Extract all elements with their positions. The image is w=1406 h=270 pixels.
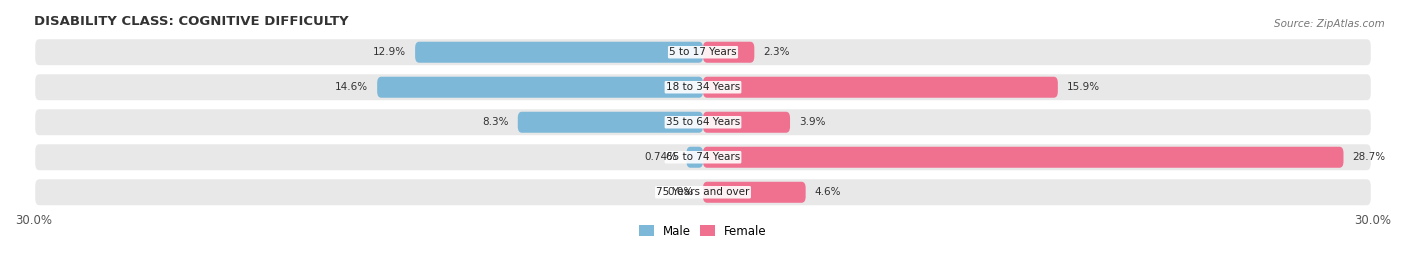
Text: 3.9%: 3.9% bbox=[799, 117, 825, 127]
Text: 8.3%: 8.3% bbox=[482, 117, 509, 127]
Text: 35 to 64 Years: 35 to 64 Years bbox=[666, 117, 740, 127]
FancyBboxPatch shape bbox=[703, 182, 806, 203]
FancyBboxPatch shape bbox=[34, 38, 1372, 67]
FancyBboxPatch shape bbox=[703, 77, 1057, 98]
Text: 4.6%: 4.6% bbox=[814, 187, 841, 197]
FancyBboxPatch shape bbox=[34, 107, 1372, 137]
FancyBboxPatch shape bbox=[377, 77, 703, 98]
FancyBboxPatch shape bbox=[34, 178, 1372, 207]
Text: DISABILITY CLASS: COGNITIVE DIFFICULTY: DISABILITY CLASS: COGNITIVE DIFFICULTY bbox=[34, 15, 349, 28]
Legend: Male, Female: Male, Female bbox=[634, 220, 772, 242]
Text: 75 Years and over: 75 Years and over bbox=[657, 187, 749, 197]
Text: 14.6%: 14.6% bbox=[335, 82, 368, 92]
Text: 2.3%: 2.3% bbox=[763, 47, 790, 57]
Text: 12.9%: 12.9% bbox=[373, 47, 406, 57]
FancyBboxPatch shape bbox=[34, 143, 1372, 172]
Text: Source: ZipAtlas.com: Source: ZipAtlas.com bbox=[1274, 19, 1385, 29]
Text: 18 to 34 Years: 18 to 34 Years bbox=[666, 82, 740, 92]
FancyBboxPatch shape bbox=[415, 42, 703, 63]
Text: 15.9%: 15.9% bbox=[1067, 82, 1099, 92]
Text: 65 to 74 Years: 65 to 74 Years bbox=[666, 152, 740, 162]
Text: 0.74%: 0.74% bbox=[644, 152, 678, 162]
FancyBboxPatch shape bbox=[703, 42, 755, 63]
FancyBboxPatch shape bbox=[686, 147, 703, 168]
Text: 28.7%: 28.7% bbox=[1353, 152, 1385, 162]
FancyBboxPatch shape bbox=[34, 73, 1372, 102]
FancyBboxPatch shape bbox=[703, 147, 1344, 168]
FancyBboxPatch shape bbox=[517, 112, 703, 133]
Text: 5 to 17 Years: 5 to 17 Years bbox=[669, 47, 737, 57]
Text: 0.0%: 0.0% bbox=[668, 187, 695, 197]
FancyBboxPatch shape bbox=[703, 112, 790, 133]
